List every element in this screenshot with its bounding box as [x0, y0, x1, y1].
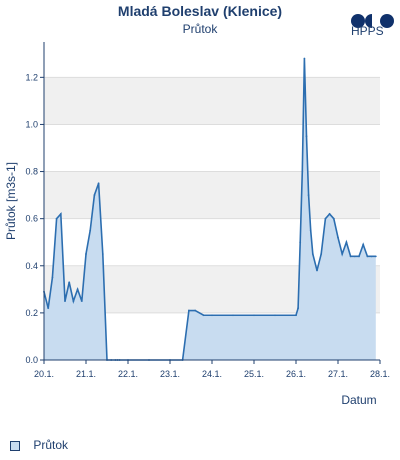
data-point: [64, 300, 66, 303]
data-point: [362, 243, 365, 246]
data-point: [97, 182, 100, 185]
x-tick-label: 25.1.: [244, 369, 264, 379]
data-point: [202, 314, 205, 317]
data-point: [305, 135, 308, 138]
data-point: [274, 314, 276, 317]
data-point: [297, 307, 299, 310]
y-tick-label: 1.2: [25, 72, 38, 82]
data-point: [188, 309, 190, 312]
data-point: [51, 276, 54, 279]
data-point: [295, 314, 297, 317]
data-point: [332, 217, 335, 220]
data-point: [59, 213, 62, 215]
data-point: [374, 255, 377, 258]
y-tick-label: 0.2: [25, 308, 38, 318]
data-point: [316, 269, 318, 272]
data-point: [80, 300, 83, 303]
data-point: [311, 253, 314, 255]
legend-swatch: [10, 440, 20, 451]
data-point: [72, 300, 75, 303]
data-point: [299, 241, 302, 244]
y-tick-label: 0.6: [25, 214, 38, 224]
x-axis-label: Datum: [341, 393, 376, 407]
data-point: [353, 255, 356, 258]
y-tick-label: 1.0: [25, 119, 38, 129]
grid-band: [44, 77, 380, 125]
data-point: [358, 255, 360, 258]
data-point: [194, 309, 197, 312]
data-point: [337, 236, 339, 239]
data-point: [309, 229, 312, 232]
legend: Průtok: [10, 438, 68, 452]
data-point: [366, 255, 369, 258]
data-point: [303, 57, 306, 60]
data-point: [76, 288, 79, 291]
data-point: [55, 217, 58, 220]
y-axis-label: Průtok [m3s-1]: [4, 162, 18, 240]
data-point: [232, 314, 234, 317]
data-point: [211, 314, 213, 317]
y-tick-label: 0.0: [25, 355, 38, 365]
data-point: [68, 281, 71, 284]
x-tick-label: 27.1.: [328, 369, 348, 379]
logo-dot-1: [351, 14, 365, 28]
logo-text: HPPS: [351, 24, 384, 38]
logo-dot-2: [365, 14, 372, 28]
data-point: [320, 253, 323, 255]
x-tick-label: 22.1.: [118, 369, 138, 379]
logo-dot-3: [380, 14, 394, 28]
data-point: [253, 314, 255, 317]
x-tick-label: 26.1.: [286, 369, 306, 379]
data-point: [324, 217, 327, 220]
x-tick-label: 21.1.: [76, 369, 96, 379]
x-tick-label: 24.1.: [202, 369, 222, 379]
data-point: [307, 194, 310, 197]
hpps-logo: [351, 14, 394, 28]
data-point: [89, 229, 92, 232]
y-tick-label: 0.8: [25, 167, 38, 177]
data-point: [328, 213, 331, 215]
data-point: [101, 253, 104, 255]
x-tick-label: 28.1.: [370, 369, 390, 379]
y-tick-label: 0.4: [25, 261, 38, 271]
x-tick-label: 20.1.: [34, 369, 54, 379]
chart-title: Mladá Boleslav (Klenice): [117, 3, 283, 19]
chart-subtitle: Průtok: [182, 22, 218, 36]
x-tick-label: 23.1.: [160, 369, 180, 379]
data-point: [370, 255, 373, 258]
flow-chart: 0.0 0.2 0.4 0.6 0.8 1.0 1.2 20.1. 21.1. 22.1. 23.1…: [4, 42, 390, 407]
data-point: [85, 253, 87, 255]
data-point: [47, 307, 50, 310]
legend-label: Průtok: [33, 438, 69, 452]
data-point: [341, 253, 344, 255]
data-point: [349, 255, 352, 258]
data-point: [93, 194, 96, 197]
data-point: [301, 170, 304, 173]
data-point: [345, 241, 348, 244]
